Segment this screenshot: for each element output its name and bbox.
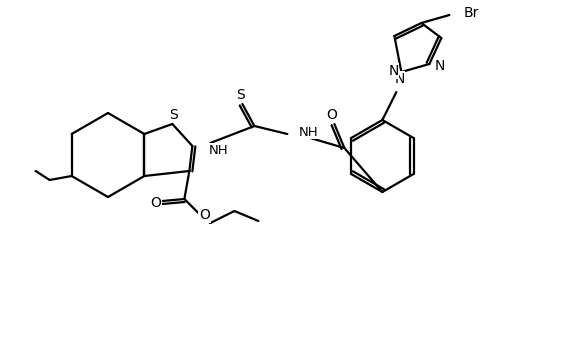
Text: O: O — [150, 196, 161, 210]
Text: N: N — [394, 72, 405, 86]
Text: O: O — [199, 208, 210, 222]
Text: O: O — [326, 108, 337, 122]
Text: NH: NH — [298, 125, 318, 138]
Text: N: N — [434, 59, 444, 73]
Text: N: N — [388, 64, 398, 78]
Text: S: S — [169, 108, 178, 122]
Text: NH: NH — [208, 143, 228, 156]
Text: Br: Br — [464, 6, 479, 20]
Text: S: S — [236, 88, 245, 102]
